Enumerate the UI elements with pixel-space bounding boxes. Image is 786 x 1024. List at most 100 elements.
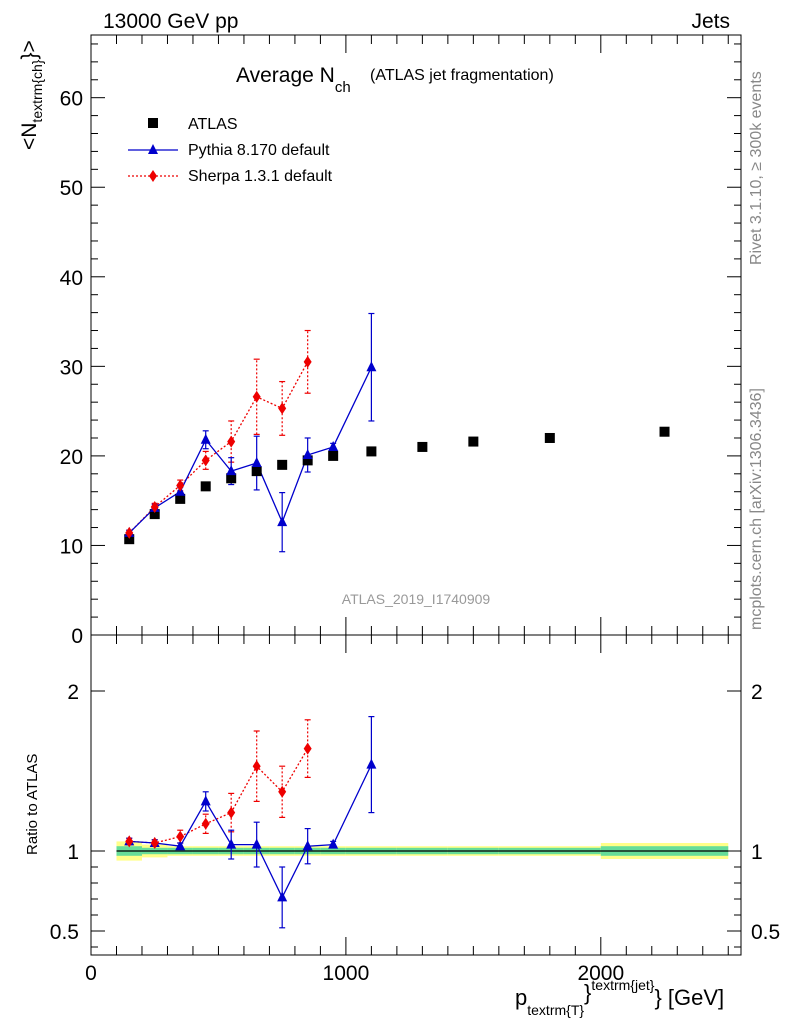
sherpa-ratio-point (278, 785, 287, 798)
sherpa-point (227, 435, 236, 448)
pythia-point (302, 449, 313, 459)
x-label-brace: } (584, 980, 591, 1005)
sherpa-point (125, 526, 134, 539)
atlas-point (366, 446, 377, 457)
sherpa-ratio-point (150, 837, 159, 849)
sherpa-ratio-point (227, 806, 236, 819)
pythia-point (328, 440, 339, 451)
main-y-tick-label: 30 (60, 356, 83, 379)
ratio-x-tick-labels: 0 1000 2000 (85, 962, 624, 985)
sherpa-ratio-point (125, 835, 134, 848)
atlas-point (277, 459, 288, 470)
pythia-ratio-point (200, 795, 211, 806)
chart-title-note: (ATLAS jet fragmentation) (370, 67, 554, 84)
legend-marker-atlas (148, 118, 158, 128)
sherpa-ratio-point (303, 742, 312, 755)
atlas-point (302, 455, 313, 466)
pythia-point (366, 361, 377, 372)
x-tick-label: 1000 (323, 962, 370, 985)
atlas-point (328, 450, 339, 461)
sherpa-ratio-point (201, 817, 210, 830)
ratio-plot-area (116, 715, 729, 929)
chart-title-main: Average N (236, 64, 335, 87)
main-y-tick-label: 10 (60, 535, 83, 558)
main-y-tick-label: 20 (60, 446, 83, 469)
sherpa-point (176, 479, 185, 492)
x-label-sub: textrm{T} (527, 1002, 584, 1018)
atlas-point (149, 509, 160, 520)
main-y-tick-label: 60 (60, 88, 83, 111)
legend: ATLAS Pythia 8.170 default Sherpa 1.3.1 … (128, 116, 333, 185)
legend-marker-sherpa (149, 170, 157, 182)
atlas-point (124, 534, 135, 545)
rivet-label: Rivet 3.1.10, ≥ 300k events (748, 71, 765, 265)
header-left: 13000 GeV pp (103, 10, 238, 33)
ratio-y-tick-label: 0.5 (50, 921, 79, 944)
analysis-watermark: ATLAS_2019_I1740909 (342, 591, 491, 607)
pythia-ratio-point (328, 838, 339, 849)
main-y-tick-labels: 0 10 20 30 40 50 60 (60, 88, 83, 648)
legend-marker-pythia (148, 144, 158, 154)
ratio-y-tick-label: 2 (67, 681, 79, 704)
main-y-label-main: <N (18, 123, 41, 150)
ratio-y-tick-label: 1 (67, 841, 79, 864)
pythia-ratio-point (277, 891, 288, 902)
sherpa-ratio-line (129, 748, 309, 844)
main-y-label-sub: textrm{ch} (29, 59, 45, 122)
main-y-tick-label: 50 (60, 177, 83, 200)
ratio-panel: 0.5 0.51 12 2 0 1000 2000 Ratio to ATLAS ptex… (24, 634, 780, 1018)
x-tick-label: 0 (85, 962, 97, 985)
pythia-ratio-point (302, 840, 313, 851)
ratio-x-ticks (90, 635, 729, 955)
main-x-ticks (90, 35, 729, 635)
sherpa-point (303, 355, 312, 368)
ratio-y-tick-label-right: 0.5 (751, 921, 780, 944)
x-tick-label: 2000 (577, 962, 624, 985)
atlas-point (468, 436, 479, 447)
x-label-main: p (515, 985, 527, 1010)
pythia-point (200, 433, 211, 444)
main-plot-area (124, 312, 670, 553)
ratio-y-tick-label-right: 2 (751, 681, 763, 704)
x-axis-label: ptextrm{T}}textrm{jet}} [GeV] (515, 977, 724, 1018)
main-y-tick-label: 0 (71, 625, 83, 648)
pythia-point (277, 516, 288, 527)
main-panel: 0 10 20 30 40 50 60 Average Nch (ATLAS jet fra… (18, 34, 742, 648)
legend-label-pythia: Pythia 8.170 default (188, 142, 330, 159)
ratio-y-tick-label-right: 1 (751, 841, 763, 864)
sherpa-point (201, 454, 210, 467)
mcplots-label: mcplots.cern.ch [arXiv:1306.3436] (748, 388, 765, 630)
atlas-point (226, 473, 237, 484)
sherpa-point (252, 390, 261, 403)
chart-title: Average Nch (236, 64, 351, 96)
atlas-point (200, 481, 211, 492)
pythia-line (128, 366, 372, 534)
header-right: Jets (691, 10, 730, 33)
atlas-point (659, 426, 670, 437)
ratio-frame (90, 634, 742, 956)
sherpa-ratio-point (252, 760, 261, 773)
pythia-point (251, 457, 262, 468)
x-label-sup: textrm{jet} (591, 977, 654, 993)
pythia-ratio-point (175, 840, 186, 851)
ratio-y-axis-label: Ratio to ATLAS (24, 754, 41, 855)
pythia-point (226, 465, 237, 476)
ratio-y-ticks (91, 690, 741, 948)
pythia-ratio-point (366, 758, 377, 769)
legend-label-sherpa: Sherpa 1.3.1 default (188, 168, 333, 185)
atlas-point (417, 441, 428, 452)
x-label-suffix: } [GeV] (654, 985, 724, 1010)
ratio-y-tick-labels: 0.5 0.5 1 1 2 2 (50, 681, 780, 944)
atlas-point (544, 432, 555, 443)
sherpa-point (150, 500, 159, 513)
pythia-ratio-point (226, 838, 237, 849)
atlas-point (175, 493, 186, 504)
main-y-ticks (91, 43, 741, 636)
pythia-ratio-point (251, 838, 262, 849)
main-y-tick-label: 40 (60, 267, 83, 290)
sherpa-ratio-point (176, 830, 185, 843)
legend-label-atlas: ATLAS (188, 116, 238, 133)
main-y-axis-label: <Ntextrm{ch}}> (18, 40, 45, 150)
sherpa-line (128, 361, 309, 534)
